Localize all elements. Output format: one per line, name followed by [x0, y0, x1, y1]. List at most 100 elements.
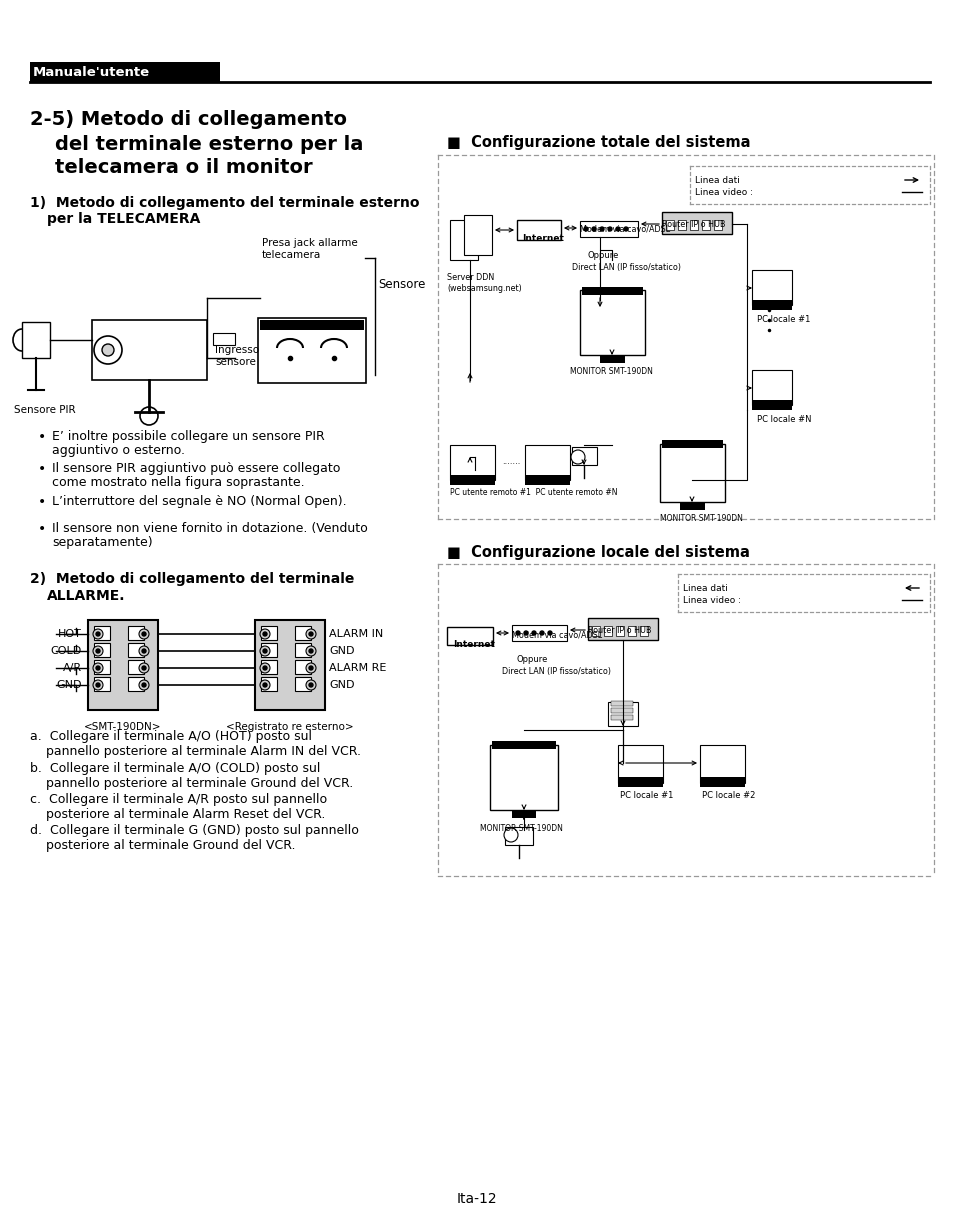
Text: Linea dati: Linea dati	[695, 176, 740, 185]
Bar	[713, 220, 721, 231]
Circle shape	[309, 649, 313, 653]
Circle shape	[92, 630, 103, 639]
Text: Internet: Internet	[521, 234, 563, 243]
Circle shape	[263, 666, 267, 670]
Bar	[128, 626, 144, 640]
Circle shape	[94, 336, 122, 364]
Bar	[618, 745, 662, 783]
Circle shape	[539, 631, 543, 634]
Text: ■  Configurazione totale del sistema: ■ Configurazione totale del sistema	[447, 135, 750, 150]
Bar	[607, 702, 638, 726]
Text: del terminale esterno per la: del terminale esterno per la	[55, 135, 363, 154]
Text: Direct LAN (IP fisso/statico): Direct LAN (IP fisso/statico)	[501, 667, 610, 676]
Bar	[30, 62, 220, 82]
Bar	[678, 220, 685, 231]
Bar	[751, 370, 791, 405]
Bar	[260, 320, 364, 329]
Text: E’ inoltre possibile collegare un sensore PIR: E’ inoltre possibile collegare un sensor…	[52, 429, 324, 443]
Text: come mostrato nella figura soprastante.: come mostrato nella figura soprastante.	[52, 476, 304, 489]
Bar	[261, 660, 276, 673]
Text: Router IP o HUB: Router IP o HUB	[661, 220, 724, 229]
Text: Router IP o HUB: Router IP o HUB	[587, 626, 651, 634]
Bar	[450, 445, 495, 479]
Circle shape	[306, 647, 315, 656]
Bar	[616, 626, 623, 636]
Circle shape	[263, 649, 267, 653]
Text: •: •	[38, 462, 46, 476]
Circle shape	[309, 632, 313, 636]
Text: separatamente): separatamente)	[52, 536, 152, 549]
Text: telecamera o il monitor: telecamera o il monitor	[55, 159, 313, 177]
Bar	[618, 777, 662, 787]
Text: L’interruttore del segnale è NO (Normal Open).: L’interruttore del segnale è NO (Normal …	[52, 495, 346, 508]
Text: •: •	[38, 522, 46, 536]
Text: d.  Collegare il terminale G (GND) posto sul pannello: d. Collegare il terminale G (GND) posto …	[30, 824, 358, 837]
Circle shape	[139, 630, 149, 639]
Circle shape	[139, 647, 149, 656]
Bar	[579, 221, 638, 237]
Bar	[450, 220, 477, 260]
Text: Il sensore PIR aggiuntivo può essere collegato: Il sensore PIR aggiuntivo può essere col…	[52, 462, 340, 475]
Circle shape	[547, 631, 552, 634]
Text: PC locale #2: PC locale #2	[701, 791, 755, 800]
Text: pannello posteriore al terminale Alarm IN del VCR.: pannello posteriore al terminale Alarm I…	[30, 745, 360, 758]
Circle shape	[583, 227, 587, 231]
Text: GND: GND	[56, 680, 82, 691]
Text: Direct LAN (IP fisso/statico): Direct LAN (IP fisso/statico)	[572, 264, 680, 272]
Text: Ingresso: Ingresso	[214, 345, 259, 355]
Text: Modem via cavo/ADSL: Modem via cavo/ADSL	[579, 224, 669, 234]
Text: PC locale #1: PC locale #1	[757, 315, 809, 325]
Bar	[492, 741, 556, 749]
Bar	[751, 270, 791, 305]
Bar	[261, 626, 276, 640]
Circle shape	[139, 662, 149, 673]
Circle shape	[263, 683, 267, 687]
Bar	[261, 643, 276, 658]
Bar	[261, 677, 276, 691]
Text: HOT: HOT	[58, 630, 82, 639]
Bar	[128, 643, 144, 658]
Circle shape	[599, 227, 603, 231]
Text: per la TELECAMERA: per la TELECAMERA	[47, 212, 200, 226]
Bar	[661, 440, 722, 448]
Circle shape	[102, 344, 113, 356]
Text: Oppure: Oppure	[587, 251, 618, 260]
Bar	[504, 827, 533, 845]
Circle shape	[139, 680, 149, 691]
Circle shape	[503, 828, 517, 842]
Circle shape	[140, 407, 158, 425]
Text: MONITOR SMT-190DN: MONITOR SMT-190DN	[479, 824, 562, 833]
Text: <SMT-190DN>: <SMT-190DN>	[84, 722, 162, 732]
Circle shape	[306, 630, 315, 639]
Bar	[213, 333, 234, 345]
Bar	[581, 287, 642, 295]
Bar	[603, 626, 612, 636]
Circle shape	[532, 631, 536, 634]
Circle shape	[92, 680, 103, 691]
Bar	[463, 215, 492, 255]
Text: Linea video :: Linea video :	[682, 597, 740, 605]
Bar	[128, 677, 144, 691]
Text: Manuale'utente: Manuale'utente	[33, 66, 150, 78]
Text: telecamera: telecamera	[262, 250, 321, 260]
Bar	[572, 447, 597, 465]
Text: 2)  Metodo di collegamento del terminale: 2) Metodo di collegamento del terminale	[30, 572, 354, 586]
Text: •: •	[38, 495, 46, 509]
Bar	[294, 626, 311, 640]
Text: Il sensore non viene fornito in dotazione. (Venduto: Il sensore non viene fornito in dotazion…	[52, 522, 367, 536]
Text: Ita-12: Ita-12	[456, 1192, 497, 1207]
Bar	[751, 300, 791, 310]
Text: Oppure: Oppure	[517, 655, 548, 664]
Circle shape	[623, 227, 627, 231]
Bar	[257, 318, 366, 383]
Bar	[94, 677, 110, 691]
Text: ■  Configurazione locale del sistema: ■ Configurazione locale del sistema	[447, 545, 749, 560]
Bar	[517, 220, 560, 240]
Text: ALLARME.: ALLARME.	[47, 589, 126, 603]
Text: Sensore PIR: Sensore PIR	[14, 405, 75, 415]
Circle shape	[142, 632, 146, 636]
Circle shape	[607, 227, 612, 231]
Circle shape	[96, 632, 100, 636]
Circle shape	[309, 666, 313, 670]
Text: .......: .......	[501, 458, 519, 466]
